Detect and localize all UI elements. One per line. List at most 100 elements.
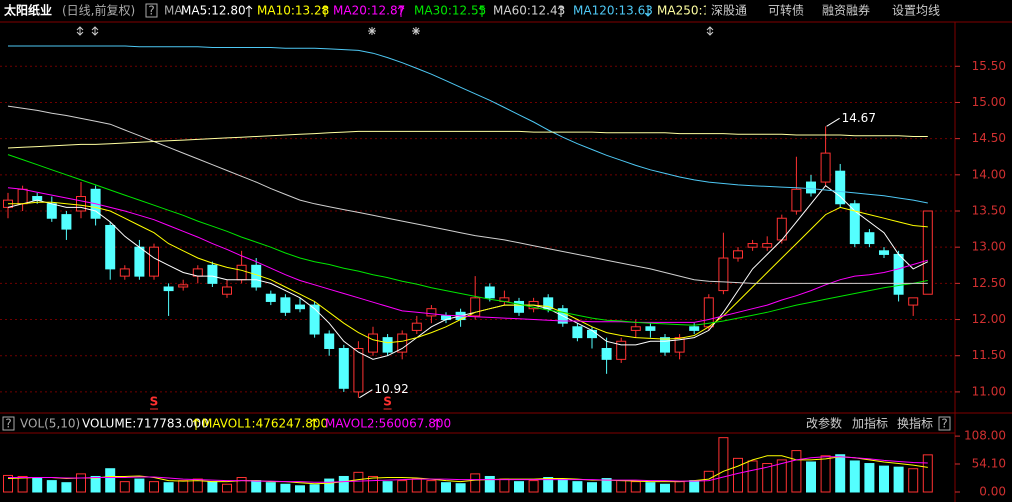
legend-label: MA250:14. bbox=[657, 4, 722, 18]
volume-bar bbox=[368, 475, 378, 493]
volume-bar bbox=[382, 481, 393, 493]
volume-bar bbox=[280, 483, 291, 493]
candle-body bbox=[660, 337, 670, 353]
candle-body bbox=[820, 152, 831, 183]
trend-arrow bbox=[192, 418, 200, 430]
help-box[interactable] bbox=[938, 416, 951, 431]
legend-label: MAVOL1:476247.800 bbox=[202, 417, 328, 431]
legend-label: MA5:12.80 bbox=[181, 4, 246, 18]
candle-body bbox=[119, 268, 130, 277]
candle-body bbox=[382, 337, 393, 353]
y-tick-label: 14.00 bbox=[972, 167, 1006, 181]
candle-body bbox=[922, 210, 933, 295]
candle-body bbox=[61, 214, 72, 230]
volume-bar bbox=[309, 484, 320, 493]
volume-bar bbox=[134, 478, 145, 493]
volume-bar bbox=[864, 463, 875, 493]
volume-bar bbox=[236, 477, 247, 493]
volume-bar bbox=[879, 465, 889, 493]
candle-body bbox=[426, 308, 437, 317]
volume-bar bbox=[514, 481, 524, 493]
vol-value: VOLUME:717783.000 bbox=[82, 417, 209, 431]
volume-bar bbox=[295, 485, 305, 493]
indicator[interactable]: MA bbox=[164, 4, 183, 18]
trend-arrow bbox=[644, 5, 652, 17]
candle-body bbox=[835, 170, 846, 205]
volume-bar bbox=[32, 477, 43, 493]
help-box[interactable] bbox=[2, 416, 15, 431]
volume-bar bbox=[265, 482, 276, 493]
trend-arrow bbox=[433, 418, 441, 430]
volume-bar bbox=[441, 482, 451, 493]
help[interactable]: ? bbox=[148, 4, 154, 18]
candle-body bbox=[295, 304, 305, 310]
candle-body bbox=[411, 322, 422, 331]
annotation-label: 10.92 bbox=[374, 382, 408, 396]
menu-item[interactable]: 可转债 bbox=[768, 3, 804, 18]
annotation-pointer bbox=[826, 117, 840, 127]
volume-bar bbox=[572, 481, 583, 493]
stock-name: 太阳纸业 bbox=[4, 3, 52, 18]
candle-body bbox=[849, 203, 860, 245]
volume-bar bbox=[689, 480, 700, 493]
volume-bar bbox=[119, 481, 130, 493]
marker-arrows bbox=[76, 26, 714, 36]
y-tick-label: 12.50 bbox=[972, 276, 1006, 290]
help-box[interactable] bbox=[145, 3, 158, 18]
help[interactable]: ? bbox=[941, 417, 947, 431]
y-tick-label: 14.50 bbox=[972, 131, 1006, 145]
menu-item[interactable]: 深股通 bbox=[711, 4, 747, 18]
menu-item[interactable]: 加指标 bbox=[852, 416, 888, 431]
volume-bar bbox=[61, 482, 72, 493]
candle-body bbox=[572, 326, 583, 339]
candle-body bbox=[222, 286, 232, 295]
candle-body bbox=[105, 224, 116, 270]
candle-body bbox=[368, 333, 378, 353]
candle-body bbox=[324, 333, 335, 349]
volume-bar bbox=[747, 460, 758, 493]
candle-body bbox=[163, 286, 174, 292]
volume-bar bbox=[616, 480, 627, 493]
trend-arrow bbox=[245, 5, 253, 17]
annotation-pointer bbox=[359, 389, 373, 399]
candle-body bbox=[397, 333, 408, 353]
ma-line bbox=[7, 185, 929, 360]
candle-body bbox=[543, 297, 554, 310]
candle-body bbox=[879, 250, 889, 255]
volume-bar bbox=[353, 471, 364, 493]
menu-item[interactable]: 换指标 bbox=[897, 416, 933, 431]
legend-label: MA30:12.55 bbox=[414, 4, 486, 18]
menu-item[interactable]: 设置均线 bbox=[892, 4, 940, 18]
volume-bar bbox=[820, 455, 831, 493]
y-tick-label: 54.10 bbox=[972, 457, 1006, 471]
candle-body bbox=[733, 250, 743, 259]
volume-bar bbox=[908, 468, 919, 493]
legend-label: MA10:13.28 bbox=[257, 4, 329, 18]
volume-bar bbox=[178, 480, 189, 493]
volume-bar bbox=[163, 482, 174, 493]
menu-item[interactable]: 融资融券 bbox=[822, 3, 870, 18]
legend-label: MA120:13.63 bbox=[573, 4, 653, 18]
candle-body bbox=[207, 264, 218, 284]
candle-body bbox=[806, 181, 816, 194]
volume-bar bbox=[76, 473, 86, 493]
menu-item[interactable]: 改参数 bbox=[806, 416, 842, 431]
markers bbox=[76, 26, 714, 36]
volume-bar bbox=[397, 480, 408, 493]
candle-body bbox=[236, 264, 247, 281]
volume-bar bbox=[835, 454, 846, 493]
candle-body bbox=[514, 300, 524, 313]
candle-body bbox=[149, 246, 159, 277]
volume-bar bbox=[426, 480, 437, 493]
volume-bar bbox=[411, 478, 422, 493]
volume-bar bbox=[105, 468, 116, 493]
candle-body bbox=[17, 188, 28, 205]
candle-body bbox=[762, 243, 773, 248]
volume-bar bbox=[192, 478, 203, 493]
period[interactable]: (日线,前复权) bbox=[62, 3, 135, 18]
trend-arrow bbox=[557, 5, 565, 17]
candle-body bbox=[674, 337, 685, 353]
help[interactable]: ? bbox=[5, 417, 11, 431]
candle-body bbox=[470, 297, 481, 317]
